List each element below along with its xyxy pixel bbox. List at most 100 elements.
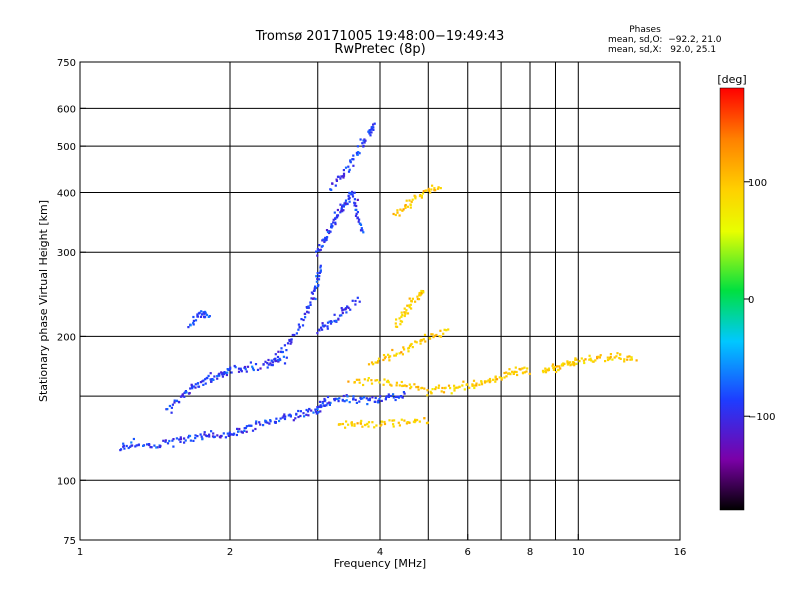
data-point xyxy=(359,138,362,141)
data-point xyxy=(171,439,174,442)
data-point xyxy=(421,386,424,389)
data-point xyxy=(352,398,355,401)
data-point xyxy=(395,352,398,355)
data-point xyxy=(410,299,413,303)
data-point xyxy=(408,421,411,424)
data-point xyxy=(184,439,187,442)
data-point xyxy=(473,384,476,387)
data-point xyxy=(333,313,336,316)
data-point xyxy=(323,397,326,401)
data-point xyxy=(184,390,187,393)
data-point xyxy=(409,203,412,206)
data-point xyxy=(328,403,331,406)
data-point xyxy=(598,356,601,359)
data-point xyxy=(374,361,377,364)
data-point xyxy=(125,444,128,448)
data-point xyxy=(319,410,322,413)
data-point xyxy=(219,436,222,439)
data-point xyxy=(314,285,317,288)
data-point xyxy=(427,187,430,190)
data-point xyxy=(375,424,378,427)
data-point xyxy=(189,324,192,327)
data-point xyxy=(291,333,294,337)
data-point xyxy=(395,384,398,387)
data-point xyxy=(392,423,395,426)
data-point xyxy=(341,398,344,401)
data-point xyxy=(525,370,528,373)
data-point xyxy=(262,424,265,427)
data-point xyxy=(495,378,499,381)
data-point xyxy=(488,377,492,381)
data-point xyxy=(259,423,262,426)
data-point xyxy=(421,192,425,195)
data-point xyxy=(609,353,612,356)
data-point xyxy=(356,211,359,214)
data-point xyxy=(434,334,437,337)
data-point xyxy=(616,352,619,355)
data-point xyxy=(483,381,487,384)
data-point xyxy=(207,374,210,377)
data-point xyxy=(127,446,130,450)
data-point xyxy=(255,422,258,425)
data-point xyxy=(352,164,355,167)
data-point xyxy=(408,344,412,348)
data-point xyxy=(630,358,633,361)
data-point xyxy=(222,432,225,435)
data-point xyxy=(278,419,281,423)
y-tick-label: 200 xyxy=(57,332,76,343)
data-point xyxy=(199,433,202,436)
data-point xyxy=(300,318,303,321)
data-point xyxy=(471,383,474,386)
data-point xyxy=(342,169,345,172)
data-point xyxy=(270,363,273,367)
data-point xyxy=(330,188,333,191)
data-point xyxy=(307,311,310,314)
data-point xyxy=(429,390,432,393)
data-point xyxy=(574,357,577,360)
data-point xyxy=(244,368,247,371)
data-point xyxy=(188,434,192,438)
data-point xyxy=(194,383,197,386)
data-point xyxy=(512,371,515,375)
data-point xyxy=(219,434,222,438)
data-point xyxy=(349,192,352,195)
stats-header: Phases xyxy=(629,25,661,35)
data-point xyxy=(589,357,592,360)
data-point xyxy=(308,408,311,411)
data-point xyxy=(249,361,252,364)
data-point xyxy=(333,399,336,402)
data-point xyxy=(417,388,420,391)
data-point xyxy=(363,396,366,399)
data-point xyxy=(210,430,213,433)
data-point xyxy=(402,346,405,349)
data-point xyxy=(392,396,395,399)
data-point xyxy=(399,323,402,326)
data-point xyxy=(434,386,438,389)
data-point xyxy=(374,379,377,382)
data-point xyxy=(450,392,453,395)
data-point xyxy=(153,444,156,447)
data-point xyxy=(388,359,391,362)
axis-ticks: 1 2 4 6 8 10 16 75 100 200 300 400 500 600 750 xyxy=(57,58,686,558)
data-point xyxy=(340,314,343,317)
data-point xyxy=(359,229,363,232)
data-point xyxy=(326,321,330,324)
data-point xyxy=(562,362,565,365)
data-point xyxy=(526,367,529,370)
data-point xyxy=(307,306,310,309)
stats-x-mode: mean, sd,X: 92.0, 25.1 xyxy=(608,45,716,55)
data-point xyxy=(544,371,548,374)
data-point xyxy=(208,433,211,436)
data-point xyxy=(348,401,351,404)
data-point xyxy=(173,401,176,404)
data-point xyxy=(170,406,173,409)
data-point xyxy=(339,211,342,214)
data-point xyxy=(321,324,324,327)
data-point xyxy=(437,186,440,189)
data-point xyxy=(266,366,269,369)
data-point xyxy=(319,264,322,267)
data-point xyxy=(349,308,352,311)
data-point xyxy=(266,421,269,424)
data-point xyxy=(324,324,327,327)
data-point xyxy=(332,221,335,224)
